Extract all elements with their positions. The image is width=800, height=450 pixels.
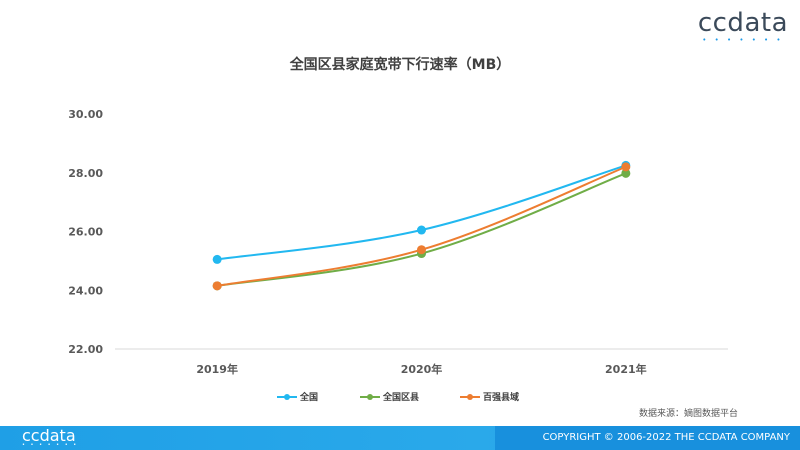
legend-item: 全国区县 [360, 390, 419, 403]
footer-logo: ccdata [22, 426, 76, 445]
data-point [212, 281, 222, 291]
y-tick-label: 24.00 [68, 284, 103, 297]
data-point [417, 225, 426, 235]
legend-label: 全国区县 [383, 393, 420, 403]
x-tick-label: 2019年 [196, 362, 238, 376]
data-source: 数据来源：嫡图数据平台 [638, 409, 738, 419]
y-tick-label: 28.00 [68, 167, 103, 180]
legend-label: 全国 [300, 393, 319, 403]
data-point [417, 245, 426, 255]
legend-item: 百强县域 [460, 390, 519, 403]
footer-right-panel [495, 426, 800, 450]
copyright-text: COPYRIGHT © 2006-2022 THE CCDATA COMPANY [542, 432, 790, 443]
chart-legend: 全国 全国区县 百强县域 [0, 390, 800, 406]
legend-item: 全国 [277, 390, 318, 403]
data-point [621, 162, 631, 172]
x-tick-label: 2020年 [401, 362, 443, 376]
legend-swatch-icon [460, 393, 480, 401]
data-point [621, 168, 631, 178]
y-tick-label: 30.00 [68, 108, 103, 121]
y-tick-label: 26.00 [68, 226, 103, 239]
x-tick-label: 2021年 [605, 362, 647, 376]
legend-label: 百强县域 [483, 393, 520, 403]
logo-text: ccdata [697, 8, 788, 38]
legend-swatch-icon [360, 393, 380, 401]
ccdata-logo: ccdata • • • • • • • [698, 8, 788, 44]
chart-title: 全国区县家庭宽带下行速率（MB） [289, 57, 511, 73]
y-tick-label: 22.00 [68, 343, 103, 356]
logo-dots: • • • • • • • [702, 36, 784, 44]
footer-bar: ccdata • • • • • • • COPYRIGHT © 2006-20… [0, 426, 800, 450]
legend-swatch-icon [277, 393, 297, 401]
footer-logo-dots: • • • • • • • [22, 442, 79, 448]
data-point [212, 254, 222, 264]
